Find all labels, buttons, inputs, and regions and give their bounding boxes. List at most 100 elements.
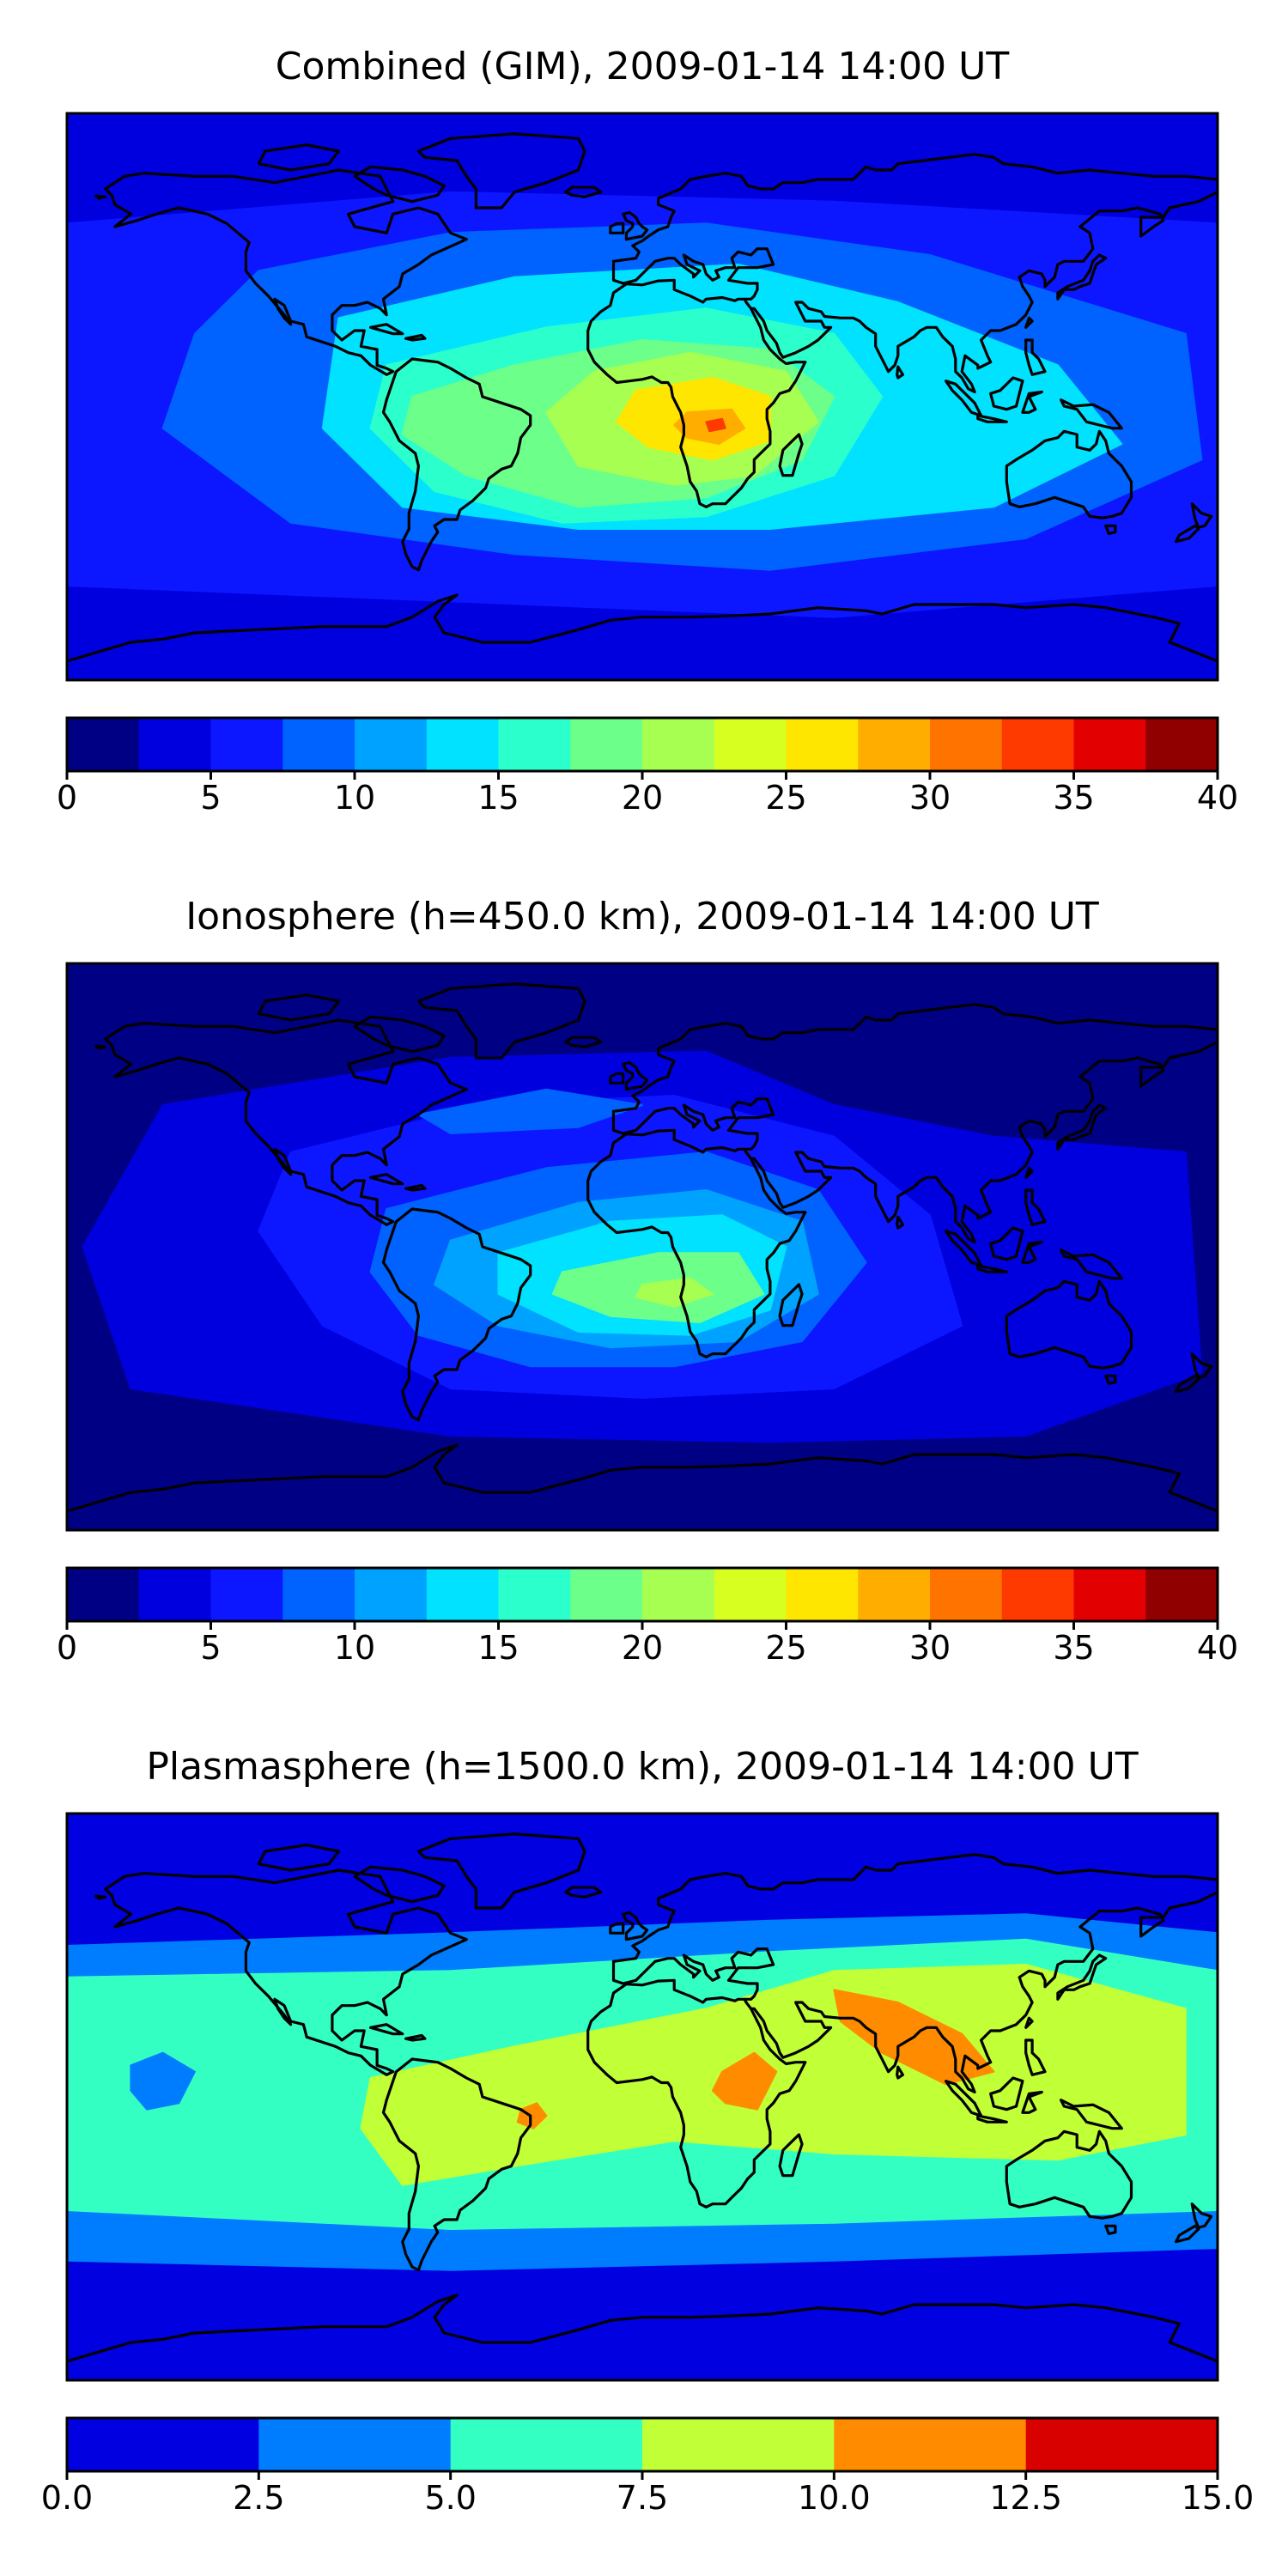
coast-sriLanka — [896, 1215, 904, 1230]
contour-level-2 — [417, 1088, 643, 1134]
coast-alaskaIsl — [94, 194, 107, 200]
coast-ireland — [609, 222, 625, 234]
map-frame — [65, 1812, 1219, 2382]
coast-iceland — [564, 1886, 603, 1899]
panel-title: Ionosphere (h=450.0 km), 2009-01-14 14:0… — [185, 895, 1099, 939]
colorbar-segment — [67, 2418, 259, 2471]
coast-newGuinea — [1060, 1249, 1123, 1280]
colorbar-segment — [258, 2418, 452, 2471]
coast-northAmerica — [104, 1018, 468, 1226]
colorbar: 0.0 2.5 5.0 7.5 10.0 12.5 15.0 — [41, 2416, 1255, 2517]
coast-borneo — [989, 1226, 1024, 1261]
coast-sumatra — [945, 1230, 983, 1267]
coast-australia — [1005, 1279, 1133, 1370]
colorbar-segment — [283, 1568, 355, 1621]
coast-arcticIslands — [257, 993, 340, 1022]
colorbar-segment — [1145, 1568, 1218, 1621]
contour-level-8 — [705, 417, 726, 433]
colorbar-segment — [67, 718, 140, 771]
colorbar-tick-label: 35 — [1053, 1629, 1094, 1667]
colorbar-tick-label: 15.0 — [1182, 2479, 1255, 2517]
colorbar-segment — [426, 718, 500, 771]
colorbar-segment — [714, 718, 787, 771]
colorbar-tick-label: 25 — [765, 1629, 806, 1667]
coast-arcticIslands — [257, 1844, 340, 1872]
colorbar-tick-label: 15 — [477, 1629, 519, 1667]
colorbar-segment — [570, 718, 643, 771]
map-frame — [65, 112, 1219, 682]
coast-japan — [1056, 253, 1108, 301]
coast-java — [976, 2114, 1008, 2123]
colorbar-segment — [642, 718, 715, 771]
coast-europe — [586, 1947, 807, 2208]
colorbar-segment — [930, 718, 1003, 771]
colorbar-segment — [1025, 2418, 1218, 2471]
map-panel-3: Plasmasphere (h=1500.0 km), 2009-01-14 1… — [41, 1745, 1255, 2517]
colorbar-segment — [714, 1568, 787, 1621]
coast-taiwan — [1024, 2016, 1034, 2029]
coast-java — [976, 414, 1008, 423]
coast-australia — [1005, 429, 1133, 519]
colorbar-tick-label: 40 — [1197, 1629, 1238, 1667]
coast-philippines — [1024, 338, 1047, 376]
coast-newZealand — [1190, 2202, 1213, 2229]
colorbar-segment — [450, 2418, 643, 2471]
coast-northAmerica — [104, 168, 468, 376]
coast-australia — [1005, 2129, 1133, 2220]
colorbar-tick-label: 2.5 — [233, 2479, 284, 2517]
map-frame — [65, 962, 1219, 1532]
coast-alaskaIsl — [94, 1894, 107, 1900]
coast-antarctica — [67, 2293, 1218, 2363]
coast-baffin — [353, 1015, 446, 1054]
colorbar-tick-label: 5 — [200, 1629, 221, 1667]
panel-title: Plasmasphere (h=1500.0 km), 2009-01-14 1… — [146, 1745, 1138, 1789]
coast-sulawesi — [1021, 390, 1043, 414]
coast-alaskaIsl — [94, 1044, 107, 1050]
coast-baffin — [353, 1865, 446, 1904]
coast-philippines — [1024, 1188, 1047, 1226]
colorbar-segment — [1073, 718, 1146, 771]
contour-level-7 — [635, 1277, 714, 1308]
colorbar-segment — [138, 718, 212, 771]
colorbar-segment — [210, 718, 283, 771]
colorbar-tick-label: 30 — [909, 779, 951, 817]
colorbar-segment — [355, 1568, 428, 1621]
coast-sriLanka — [896, 2065, 904, 2080]
coast-newZealand — [1190, 502, 1213, 529]
colorbar-tick-label: 5.0 — [424, 2479, 476, 2517]
colorbar-segment — [426, 1568, 500, 1621]
colorbar-segment — [138, 1568, 212, 1621]
coast-taiwan — [1024, 1166, 1034, 1179]
colorbar-segment — [642, 2418, 835, 2471]
colorbar-tick-label: 20 — [622, 779, 663, 817]
coast-newZealand — [1190, 1352, 1213, 1379]
coast-java — [976, 1264, 1008, 1273]
colorbar-segment — [283, 718, 355, 771]
coast-caribbeanA — [369, 323, 404, 336]
colorbar-tick-label: 7.5 — [617, 2479, 668, 2517]
coast-europe — [586, 247, 807, 508]
coast-iceland — [564, 185, 603, 198]
coast-sumatra — [945, 380, 983, 417]
coast-newZealandS — [1175, 1374, 1200, 1394]
coast-borneo — [989, 2076, 1024, 2111]
coast-iceland — [564, 1036, 603, 1048]
coast-britain — [622, 1060, 649, 1091]
colorbar-tick-label: 10.0 — [798, 2479, 871, 2517]
colorbar: 0 5 10 15 20 25 30 35 40 — [57, 1566, 1238, 1667]
coast-borneo — [989, 376, 1024, 411]
coast-britain — [622, 210, 649, 241]
coastlines — [67, 982, 1218, 1513]
coast-sumatra — [945, 2080, 983, 2117]
coast-sulawesi — [1021, 1240, 1043, 1264]
coast-southAmerica — [381, 357, 532, 572]
colorbar-segment — [858, 718, 931, 771]
coast-ireland — [609, 1922, 625, 1935]
colorbar-segment — [1001, 718, 1075, 771]
coast-newZealandS — [1175, 524, 1200, 544]
coast-eurasiaEast — [750, 1891, 1218, 2094]
colorbar-tick-label: 25 — [765, 779, 806, 817]
colorbar-segment — [498, 718, 571, 771]
colorbar-tick-label: 0 — [57, 1629, 77, 1667]
coast-newGuinea — [1060, 398, 1123, 430]
